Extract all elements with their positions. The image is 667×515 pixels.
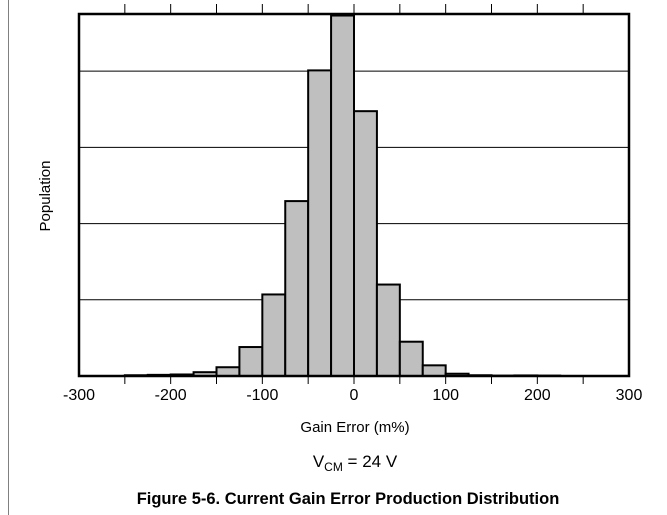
condition-subscript: CM	[324, 460, 343, 474]
histogram-bar	[238, 346, 264, 378]
page-margin-rule	[8, 0, 9, 515]
histogram-bar	[353, 110, 378, 377]
histogram-bar	[398, 340, 424, 377]
condition-label: VCM = 24 V	[313, 452, 398, 474]
condition-main: V	[313, 452, 325, 471]
histogram-bar	[215, 366, 241, 377]
histogram-bar	[261, 293, 287, 378]
histogram-bars	[123, 14, 562, 378]
x-tick-label: 0	[350, 387, 359, 404]
x-tick-labels: -300 -200 -100 0 100 200 300	[63, 387, 642, 404]
histogram-bar	[284, 200, 310, 377]
x-tick-label: -100	[246, 387, 278, 404]
condition-rest: = 24 V	[343, 452, 398, 471]
histogram-bar	[307, 69, 333, 378]
x-tick-label: 200	[524, 387, 551, 404]
x-tick-label: 100	[432, 387, 459, 404]
axis-ticks	[124, 4, 584, 384]
x-tick-label: -200	[155, 387, 187, 404]
x-tick-label: -300	[63, 387, 95, 404]
histogram-bar	[421, 364, 447, 378]
y-axis-label: Population	[37, 161, 54, 232]
histogram-bar	[330, 14, 356, 378]
figure-caption: Figure 5-6. Current Gain Error Productio…	[137, 490, 560, 508]
histogram-bar	[375, 283, 401, 377]
x-tick-label: 300	[616, 387, 643, 404]
x-axis-label: Gain Error (m%)	[300, 419, 409, 436]
